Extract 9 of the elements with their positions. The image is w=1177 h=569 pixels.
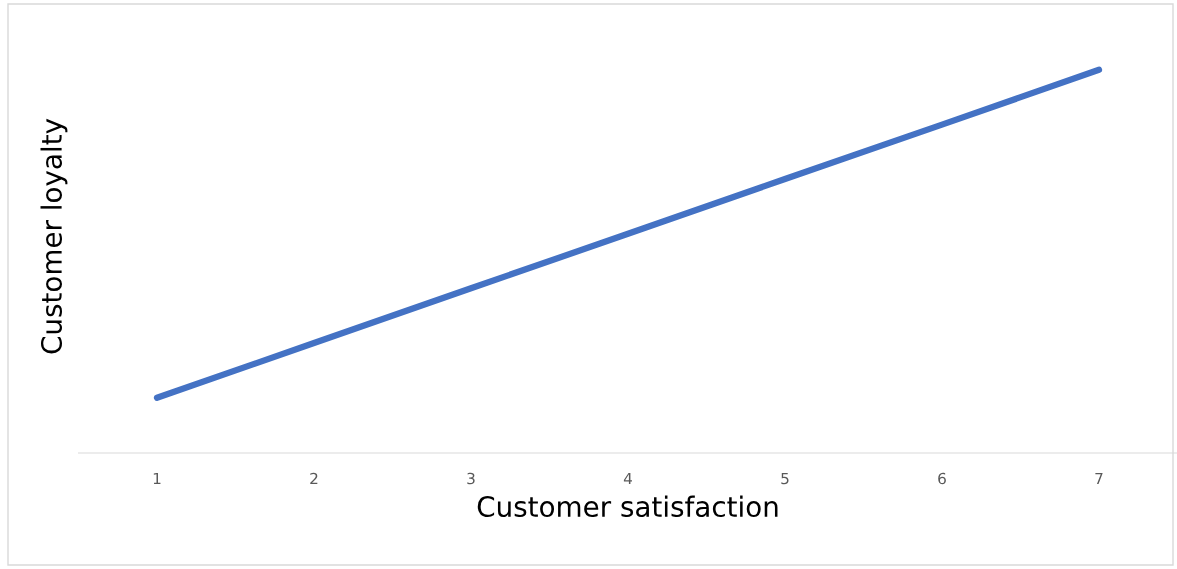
x-tick-label: 6 [938,472,946,485]
x-tick-label: 5 [781,472,789,485]
x-tick-label: 2 [310,472,318,485]
x-tick-label: 1 [153,472,161,485]
x-tick-label: 4 [623,472,632,485]
y-axis-title: Customer loyalty [40,118,68,354]
x-axis-title: Customer satisfaction [477,495,778,518]
x-tick-label: 7 [1095,472,1103,485]
x-tick-label: 3 [467,472,475,485]
